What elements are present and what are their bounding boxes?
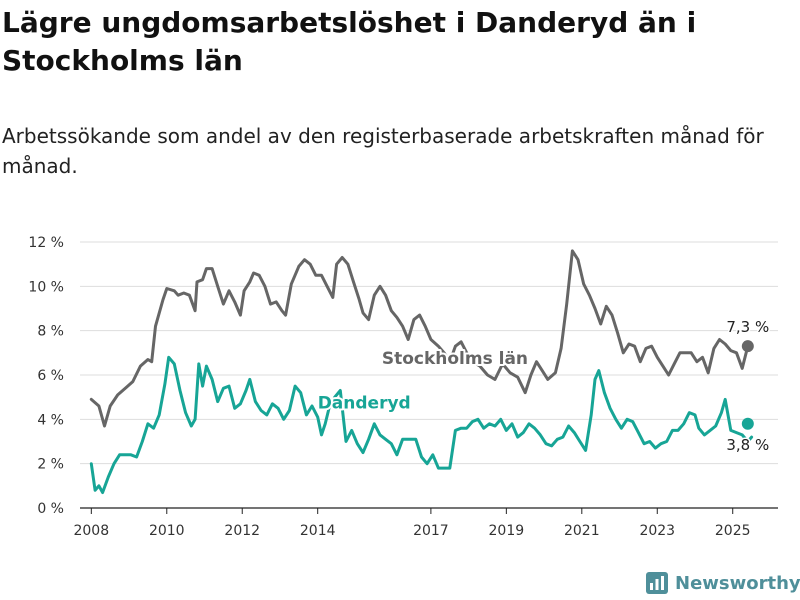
x-tick-label: 2014 [300, 523, 336, 539]
x-tick-label: 2021 [564, 523, 600, 539]
x-tick-label: 2017 [413, 523, 449, 539]
newsworthy-logo: Newsworthy [645, 568, 800, 598]
x-tick-label: 2023 [639, 523, 675, 539]
x-axis: 2008 2010 2012 2014 2017 2019 2021 2023 2025 [73, 508, 751, 539]
series-label: Danderyd [318, 393, 411, 413]
series-line [89, 249, 750, 428]
y-tick-label: 12 % [28, 235, 64, 251]
y-tick-label: 8 % [37, 324, 64, 340]
newsworthy-icon [646, 572, 668, 594]
y-tick-label: 4 % [37, 412, 64, 428]
y-axis: 0 % 2 % 4 % 6 % 8 % 10 % 12 % [28, 235, 64, 517]
x-tick-label: 2008 [73, 523, 109, 539]
series-end-point [741, 340, 754, 353]
y-tick-label: 6 % [37, 368, 64, 384]
page-title: Lägre ungdomsarbetslöshet i Danderyd än … [2, 6, 697, 77]
y-tick-label: 0 % [37, 501, 64, 517]
end-value-label: 7,3 % [726, 318, 769, 336]
brand-name: Newsworthy [675, 572, 800, 594]
x-tick-label: 2012 [224, 523, 260, 539]
x-tick-label: 2019 [489, 523, 525, 539]
y-tick-label: 10 % [28, 279, 64, 295]
x-tick-label: 2010 [149, 523, 185, 539]
page-subtitle: Arbetssökande som andel av den registerb… [2, 124, 764, 178]
series-layer [89, 249, 754, 494]
series-end-point [741, 417, 754, 430]
series-line [89, 355, 754, 494]
y-tick-label: 2 % [37, 457, 64, 473]
end-value-label: 3,8 % [726, 436, 769, 454]
x-tick-label: 2025 [715, 523, 751, 539]
grid-lines [80, 241, 778, 509]
series-label: Stockholms län [382, 349, 528, 369]
label-layer: Stockholms län Danderyd 7,3 % 3,8 % [316, 317, 771, 456]
